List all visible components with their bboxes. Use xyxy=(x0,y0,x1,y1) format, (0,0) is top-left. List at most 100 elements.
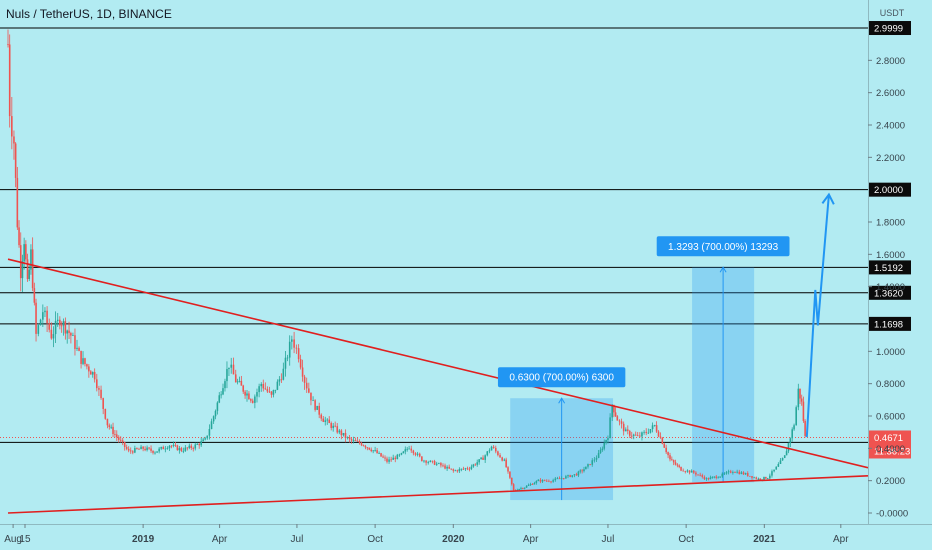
candle-body xyxy=(104,408,107,419)
candle-body xyxy=(320,414,323,419)
candle-body xyxy=(474,464,477,466)
candle-body xyxy=(48,323,51,330)
candle-body xyxy=(510,477,513,485)
candle-body xyxy=(56,319,59,321)
candle-body xyxy=(119,439,122,441)
level-tag xyxy=(869,316,911,331)
candle-body xyxy=(88,366,90,372)
candle-body xyxy=(206,435,209,439)
candle-body xyxy=(404,449,407,452)
candle-body xyxy=(316,405,318,410)
candle-body xyxy=(699,474,701,476)
candle-body xyxy=(117,437,120,440)
candle-body xyxy=(192,448,195,449)
candle-body xyxy=(545,480,548,482)
candle-body xyxy=(338,430,341,433)
candle-body xyxy=(246,393,248,396)
candle-body xyxy=(202,439,204,442)
candle-body xyxy=(28,269,31,279)
candle-body xyxy=(466,468,469,470)
candle-body xyxy=(779,460,782,464)
candle-body xyxy=(76,347,78,349)
x-tick-label: 2021 xyxy=(753,534,776,545)
candle-body xyxy=(701,475,704,477)
candle-body xyxy=(326,419,329,421)
candle-body xyxy=(715,476,718,478)
candle-body xyxy=(579,470,582,472)
candle-body xyxy=(616,416,619,421)
candle-body xyxy=(478,459,480,463)
candle-body xyxy=(370,449,373,452)
candle-body xyxy=(42,312,44,320)
candle-body xyxy=(609,417,611,439)
x-tick-label: Oct xyxy=(367,534,383,545)
candle-body xyxy=(427,461,430,463)
candle-body xyxy=(626,429,629,431)
x-tick-label: 2019 xyxy=(132,534,155,545)
candle-body xyxy=(787,443,790,452)
candle-body xyxy=(400,453,403,455)
candle-body xyxy=(525,485,528,488)
candle-body xyxy=(795,407,797,426)
candle-body xyxy=(732,472,734,473)
candle-body xyxy=(727,471,730,473)
candle-body xyxy=(783,455,786,458)
candle-body xyxy=(178,448,181,451)
candle-body xyxy=(394,457,397,460)
candle-body xyxy=(744,473,747,475)
candle-body xyxy=(775,466,778,470)
candle-body xyxy=(297,348,300,360)
candle-body xyxy=(523,487,526,489)
candle-body xyxy=(332,425,334,428)
candle-body xyxy=(293,339,295,348)
candle-body xyxy=(182,450,185,452)
candle-body xyxy=(599,449,602,454)
candle-body xyxy=(408,448,410,450)
candle-body xyxy=(766,478,769,480)
candle-body xyxy=(196,444,199,445)
candle-body xyxy=(680,466,682,471)
candle-body xyxy=(531,484,534,485)
candle-body xyxy=(480,457,482,460)
candle-body xyxy=(386,458,388,462)
candle-body xyxy=(721,473,724,477)
candle-body xyxy=(184,447,187,451)
candle-body xyxy=(562,478,565,479)
candle-body xyxy=(554,478,557,481)
candle-body xyxy=(688,470,691,473)
candle-body xyxy=(567,475,569,477)
candle-body xyxy=(376,450,378,454)
candle-body xyxy=(690,470,693,473)
candle-body xyxy=(558,478,561,480)
candle-body xyxy=(328,419,331,424)
candle-body xyxy=(759,478,762,480)
candle-body xyxy=(172,444,175,446)
candle-body xyxy=(503,459,506,461)
candle-body xyxy=(98,388,100,390)
candle-body xyxy=(402,451,405,454)
price-axis[interactable]: 2.8000 2.6000 2.4000 2.2000 1.8000 1.6000 1.40… xyxy=(868,0,908,524)
measurement-boxes xyxy=(510,266,755,501)
candle-body xyxy=(751,476,753,478)
candle-body xyxy=(697,474,699,476)
candle-body xyxy=(25,244,27,260)
candle-body xyxy=(354,440,357,441)
candle-body xyxy=(160,446,163,449)
y-tick-label: 0.6000 xyxy=(876,412,905,423)
candle-body xyxy=(13,136,15,144)
x-tick-label: Apr xyxy=(212,534,228,545)
candle-body xyxy=(106,418,109,426)
candle-body xyxy=(799,388,801,399)
candle-body xyxy=(636,435,639,437)
candle-body xyxy=(262,383,265,389)
candle-body xyxy=(444,465,446,469)
candle-body xyxy=(611,404,614,418)
candle-body xyxy=(746,473,749,476)
candle-body xyxy=(110,426,112,428)
candle-body xyxy=(707,478,710,480)
candle-body xyxy=(613,404,615,413)
candle-body xyxy=(632,434,635,436)
